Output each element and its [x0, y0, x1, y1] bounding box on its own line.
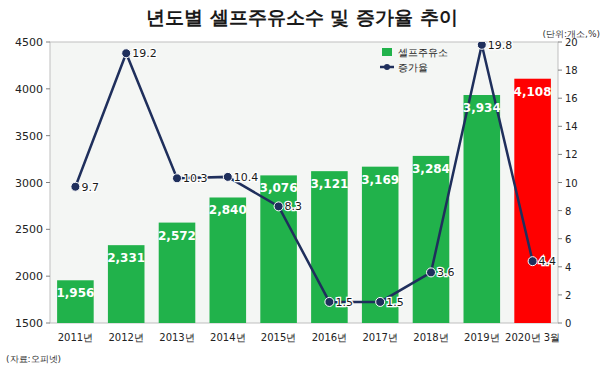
y2-tick — [558, 266, 562, 267]
y-tick — [46, 182, 50, 183]
line-label: 1.5 — [386, 296, 404, 309]
line-label: 10.4 — [234, 171, 258, 184]
x-tick-label: 2015년 — [261, 332, 296, 343]
legend-label: 셀프주유소 — [398, 47, 448, 58]
line-point — [173, 174, 182, 183]
bar-label: 3,169 — [361, 173, 399, 187]
y2-tick — [558, 98, 562, 99]
line-point — [71, 182, 80, 191]
line-label: 19.2 — [132, 47, 157, 60]
bar-label: 3,934 — [463, 101, 501, 115]
y-tick-label: 1500 — [15, 317, 43, 330]
bar — [159, 223, 196, 323]
y2-tick-label: 12 — [565, 149, 578, 160]
y2-tick-label: 0 — [565, 318, 571, 329]
y-tick-label: 4500 — [15, 36, 43, 49]
y2-tick-label: 6 — [565, 234, 571, 245]
line-label: 8.3 — [285, 200, 303, 213]
bar-label: 3,076 — [260, 181, 298, 195]
y2-tick — [558, 294, 562, 295]
marks — [57, 42, 551, 323]
bar — [210, 197, 247, 323]
bar-label: 1,956 — [56, 286, 94, 300]
bar-label: 3,284 — [412, 162, 450, 176]
y2-tick — [558, 238, 562, 239]
line — [75, 45, 532, 302]
y-tick-label: 3000 — [15, 177, 43, 190]
legend-swatch — [382, 48, 392, 56]
line-label: 4.4 — [539, 255, 557, 268]
bar-label: 2,840 — [209, 203, 247, 217]
line-label: 9.7 — [81, 181, 99, 194]
labels: 1,956 2,331 2,572 2,840 3,076 3,121 3,169 3,284… — [56, 39, 556, 309]
x-tick-label: 2016년 — [312, 332, 347, 343]
line-label: 19.8 — [488, 39, 513, 52]
line-point — [325, 297, 334, 306]
y-tick — [46, 323, 50, 324]
y-tick — [46, 229, 50, 230]
y-tick-label: 4000 — [15, 83, 43, 96]
y-tick-label: 3500 — [15, 130, 43, 143]
line-label: 1.5 — [335, 296, 353, 309]
y-tick — [46, 42, 50, 43]
bar-label: 4,108 — [514, 85, 552, 99]
y2-tick-label: 4 — [565, 262, 571, 273]
chart: 년도별 셀프주유소수 및 증가율 추이(단위:개소,%)(자료:오피넷)1500… — [0, 0, 604, 372]
bar — [57, 280, 94, 323]
y2-tick — [558, 126, 562, 127]
y2-tick — [558, 210, 562, 211]
line-point — [528, 257, 537, 266]
y2-tick-label: 16 — [565, 93, 578, 104]
bar — [413, 156, 450, 323]
y2-tick-label: 8 — [565, 206, 571, 217]
y-tick — [46, 88, 50, 89]
legend-label: 증가율 — [398, 62, 428, 73]
legend-marker — [384, 64, 390, 70]
y2-tick-label: 14 — [565, 121, 578, 132]
y-tick-label: 2000 — [15, 270, 43, 283]
x-tick-label: 2012년 — [108, 332, 143, 343]
line-point — [376, 297, 385, 306]
y2-tick — [558, 323, 562, 324]
source: (자료:오피넷) — [6, 354, 61, 364]
bar — [108, 245, 145, 323]
line-point — [427, 268, 436, 277]
y-tick-label: 2500 — [15, 223, 43, 236]
x-tick-label: 2017년 — [362, 332, 397, 343]
x-tick-label: 2013년 — [159, 332, 194, 343]
line-point — [274, 202, 283, 211]
bar-label: 3,121 — [310, 177, 348, 191]
legend: 셀프주유소증가율 — [380, 47, 448, 73]
y2-tick — [558, 182, 562, 183]
y2-tick-label: 20 — [565, 37, 578, 48]
line-point — [122, 49, 131, 58]
bar-label: 2,331 — [107, 251, 145, 265]
line-point — [477, 42, 486, 49]
y-tick — [46, 135, 50, 136]
line-label: 3.6 — [437, 266, 455, 279]
y2-tick — [558, 70, 562, 71]
x-tick-label: 2020년 3월 — [505, 332, 560, 343]
x-tick-label: 2019년 — [464, 332, 499, 343]
y2-tick-label: 18 — [565, 65, 578, 76]
plot-frame — [50, 42, 558, 323]
x-tick-label: 2011년 — [58, 332, 93, 343]
background — [0, 0, 604, 372]
y-tick — [46, 276, 50, 277]
y2-tick — [558, 154, 562, 155]
x-tick-label: 2014년 — [210, 332, 245, 343]
y2-tick — [558, 42, 562, 43]
y2-tick-label: 10 — [565, 178, 578, 189]
line-label: 10.3 — [183, 172, 208, 185]
bar-label: 2,572 — [158, 229, 196, 243]
title: 년도별 셀프주유소수 및 증가율 추이 — [146, 6, 457, 28]
line-point — [223, 172, 232, 181]
bar — [464, 95, 501, 323]
y2-tick-label: 2 — [565, 290, 571, 301]
bar — [514, 79, 551, 323]
x-tick-label: 2018년 — [413, 332, 448, 343]
